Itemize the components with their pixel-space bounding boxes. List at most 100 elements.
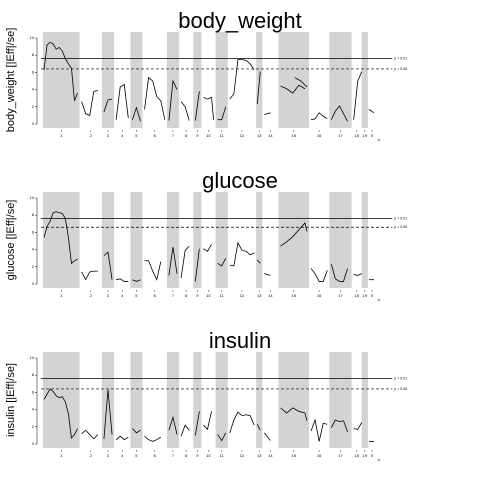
x-tick-label: 10: [206, 133, 211, 138]
series-line: [81, 270, 98, 281]
series-line: [203, 244, 212, 252]
series-line: [217, 106, 227, 121]
x-tick-label: 3: [107, 293, 110, 298]
series-line: [144, 260, 162, 281]
x-tick-label: 17: [338, 293, 343, 298]
series-line: [103, 251, 113, 280]
chromosome-band: [130, 32, 143, 128]
series-line: [132, 428, 141, 434]
series-line: [194, 248, 200, 282]
y-tick-label: 6: [32, 229, 35, 234]
chromosome-band: [43, 352, 80, 448]
x-tick-label: 16: [317, 453, 322, 458]
chromosome-band: [166, 32, 180, 128]
x-tick-label: 13: [257, 453, 262, 458]
series-line: [217, 258, 227, 267]
threshold-label: p = 0.01: [394, 377, 407, 381]
x-axis-marker: X: [376, 458, 381, 461]
chromosome-band: [278, 32, 309, 128]
y-tick-label: 8: [32, 212, 35, 217]
x-tick-label: 15: [292, 453, 297, 458]
threshold-label: p = 0.01: [394, 57, 407, 61]
series-line: [353, 273, 362, 276]
x-tick-label: X: [371, 133, 374, 138]
x-tick-label: 14: [268, 293, 273, 298]
series-line: [310, 418, 328, 442]
x-tick-label: 16: [317, 133, 322, 138]
x-tick-label: 4: [121, 133, 124, 138]
x-tick-label: 6: [154, 293, 157, 298]
x-axis-marker: X: [376, 138, 381, 141]
series-line: [264, 432, 271, 441]
x-tick-label: 19: [363, 453, 368, 458]
x-tick-label: 13: [257, 293, 262, 298]
x-tick-label: 8: [185, 293, 188, 298]
x-tick-label: 9: [196, 453, 199, 458]
chromosome-band: [329, 32, 352, 128]
y-axis-label: insulin [|Eff|/se]: [5, 363, 17, 437]
x-axis-marker: X: [376, 298, 381, 301]
y-tick-label: 10: [30, 35, 35, 40]
chromosome-band: [101, 192, 115, 288]
series-line: [353, 422, 363, 430]
x-tick-label: 18: [354, 133, 359, 138]
series-line: [132, 279, 141, 282]
chart-title: insulin: [209, 328, 271, 353]
series-line: [194, 91, 200, 121]
x-tick-label: 14: [268, 133, 273, 138]
y-tick-label: 0: [32, 281, 35, 286]
x-tick-label: 1: [60, 453, 63, 458]
y-tick-label: 4: [32, 247, 35, 252]
chromosome-band: [278, 192, 309, 288]
chromosome-band: [193, 32, 202, 128]
series-line: [256, 259, 261, 264]
chart-title: glucose: [202, 168, 278, 193]
x-tick-label: 9: [196, 133, 199, 138]
series-line: [115, 435, 129, 441]
y-tick-label: 2: [32, 264, 35, 269]
x-tick-label: 19: [363, 293, 368, 298]
series-line: [310, 268, 328, 282]
threshold-label: p = 0.05: [394, 387, 407, 391]
series-line: [330, 419, 348, 433]
x-tick-label: 8: [185, 133, 188, 138]
threshold-label: p = 0.05: [394, 225, 407, 229]
x-tick-label: 12: [240, 133, 245, 138]
y-tick-label: 8: [32, 372, 35, 377]
y-axis-label: glucose [|Eff|/se]: [5, 200, 17, 281]
series-line: [180, 424, 190, 437]
x-tick-label: 7: [172, 453, 175, 458]
x-tick-label: X: [371, 453, 374, 458]
series-line: [264, 112, 271, 115]
series-line: [81, 90, 98, 116]
x-tick-label: 9: [196, 293, 199, 298]
series-line: [194, 411, 200, 436]
chromosome-band: [166, 192, 180, 288]
x-tick-label: 16: [317, 293, 322, 298]
x-tick-label: 1: [60, 293, 63, 298]
series-line: [180, 101, 190, 121]
chromosome-band: [361, 192, 368, 288]
series-line: [294, 77, 308, 88]
series-line: [168, 79, 178, 121]
x-tick-label: 13: [257, 133, 262, 138]
series-line: [330, 105, 348, 122]
series-line: [131, 106, 141, 122]
y-axis-label: body_weight [|Eff|/se]: [5, 28, 17, 133]
chromosome-band: [130, 352, 143, 448]
chromosome-band: [166, 352, 180, 448]
x-tick-label: 8: [185, 453, 188, 458]
x-tick-label: 2: [90, 453, 93, 458]
chromosome-band: [256, 352, 263, 448]
series-line: [180, 245, 190, 279]
series-line: [168, 246, 178, 276]
chromosome-band: [101, 32, 115, 128]
series-line: [103, 98, 113, 113]
y-tick-label: 0: [32, 121, 35, 126]
x-tick-label: 11: [220, 133, 225, 138]
x-tick-label: 14: [268, 453, 273, 458]
x-tick-label: 2: [90, 133, 93, 138]
